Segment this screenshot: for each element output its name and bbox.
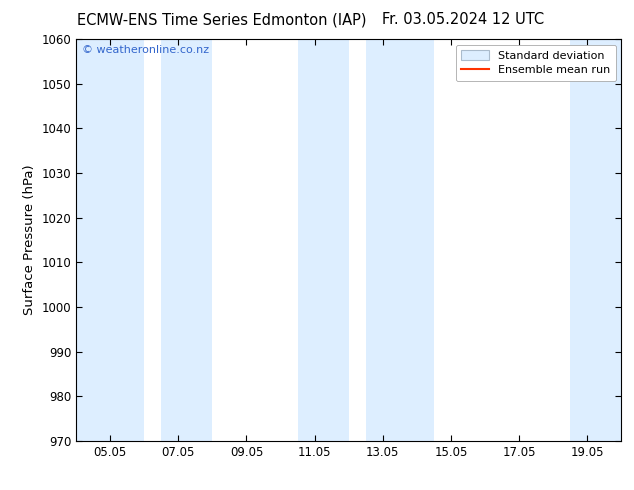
Bar xyxy=(570,39,621,441)
Bar xyxy=(297,39,349,441)
Text: © weatheronline.co.nz: © weatheronline.co.nz xyxy=(82,45,209,55)
Text: ECMW-ENS Time Series Edmonton (IAP): ECMW-ENS Time Series Edmonton (IAP) xyxy=(77,12,366,27)
Text: Fr. 03.05.2024 12 UTC: Fr. 03.05.2024 12 UTC xyxy=(382,12,544,27)
Bar xyxy=(76,39,144,441)
Bar xyxy=(161,39,212,441)
Legend: Standard deviation, Ensemble mean run: Standard deviation, Ensemble mean run xyxy=(456,45,616,81)
Bar xyxy=(366,39,434,441)
Y-axis label: Surface Pressure (hPa): Surface Pressure (hPa) xyxy=(23,165,36,316)
